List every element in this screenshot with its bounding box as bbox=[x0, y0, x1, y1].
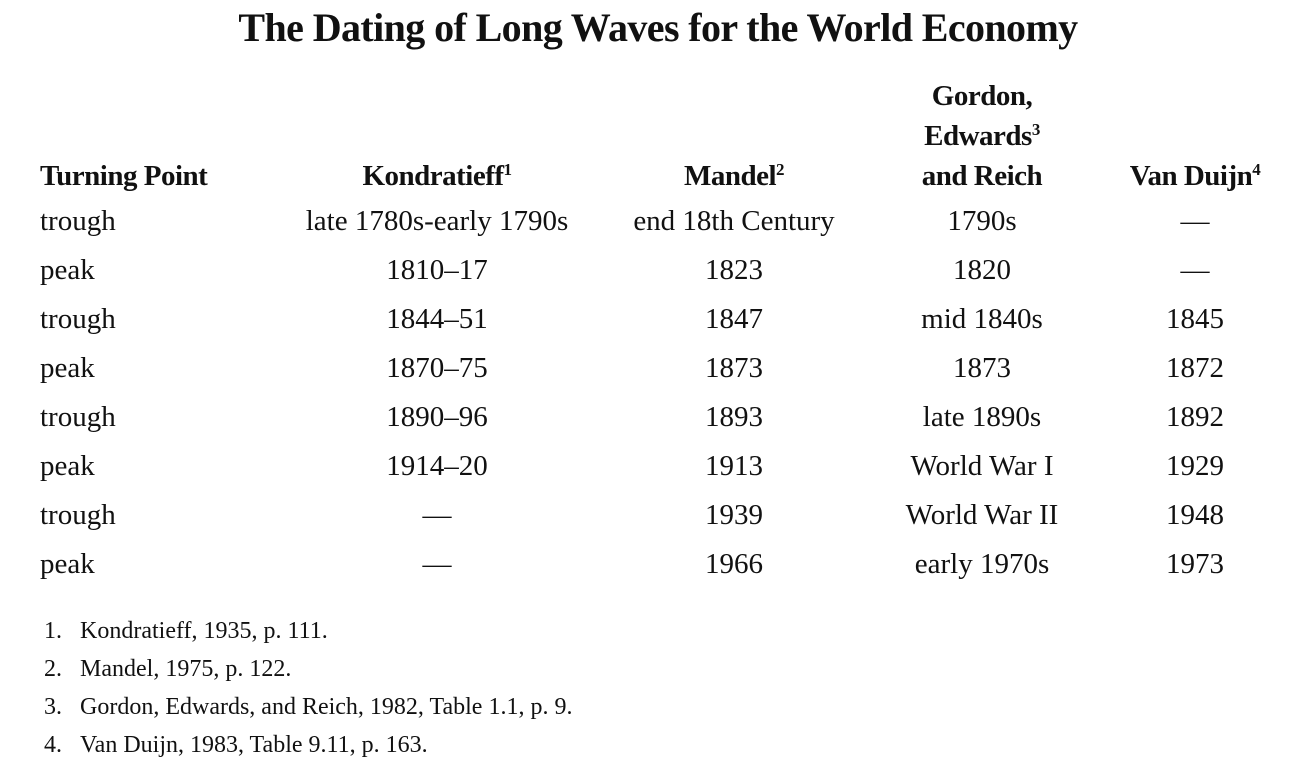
cell-turning-point: trough bbox=[40, 400, 116, 433]
header-mandel-label: Mandel bbox=[683, 160, 777, 192]
footnote-marker-4: 4 bbox=[1252, 160, 1261, 179]
cell-turning-point: trough bbox=[40, 498, 116, 531]
footnote-text: Kondratieff, 1935, p. 111. bbox=[80, 618, 328, 644]
cell-mandel: 1873 bbox=[705, 351, 763, 384]
header-row: Turning Point Kondratieff1 Mandel2 Gordo… bbox=[40, 76, 1276, 196]
header-kondratieff: Kondratieff1 bbox=[256, 76, 618, 196]
header-gordon-line2-label: Edwards bbox=[924, 120, 1032, 152]
table-row: peak 1870–75 1873 1873 1872 bbox=[40, 343, 1276, 392]
cell-van-duijn: — bbox=[1180, 204, 1210, 237]
table-row: trough 1844–51 1847 mid 1840s 1845 bbox=[40, 294, 1276, 343]
header-mandel: Mandel2 bbox=[618, 76, 850, 196]
header-van-duijn: Van Duijn4 bbox=[1114, 76, 1276, 196]
header-gordon-line2: Edwards3 bbox=[850, 116, 1114, 156]
cell-turning-point: peak bbox=[40, 253, 95, 286]
cell-kondratieff: 1870–75 bbox=[386, 351, 488, 384]
cell-kondratieff: 1844–51 bbox=[386, 302, 488, 335]
cell-van-duijn: 1948 bbox=[1166, 498, 1224, 531]
cell-van-duijn: 1872 bbox=[1166, 351, 1224, 384]
table-body: trough late 1780s-early 1790s end 18th C… bbox=[40, 196, 1276, 588]
cell-gordon: late 1890s bbox=[922, 400, 1042, 433]
cell-kondratieff: — bbox=[422, 547, 452, 580]
cell-kondratieff: 1810–17 bbox=[386, 253, 488, 286]
header-gordon-line3: and Reich bbox=[921, 160, 1043, 192]
table-header: Turning Point Kondratieff1 Mandel2 Gordo… bbox=[40, 76, 1276, 196]
cell-turning-point: peak bbox=[40, 351, 95, 384]
footnotes: 1. Kondratieff, 1935, p. 111. 2. Mandel, 1… bbox=[44, 612, 572, 764]
cell-mandel: 1847 bbox=[705, 302, 763, 335]
cell-gordon: early 1970s bbox=[914, 547, 1050, 580]
table-row: trough — 1939 World War II 1948 bbox=[40, 490, 1276, 539]
cell-turning-point: peak bbox=[40, 449, 95, 482]
cell-mandel: 1939 bbox=[705, 498, 763, 531]
header-turning-point: Turning Point bbox=[40, 160, 208, 192]
footnote-item: 2. Mandel, 1975, p. 122. bbox=[44, 650, 572, 688]
cell-kondratieff: 1914–20 bbox=[386, 449, 488, 482]
cell-van-duijn: 1892 bbox=[1166, 400, 1224, 433]
long-waves-table: Turning Point Kondratieff1 Mandel2 Gordo… bbox=[40, 76, 1276, 588]
footnote-marker-2: 2 bbox=[776, 160, 785, 179]
cell-turning-point: trough bbox=[40, 302, 116, 335]
footnote-item: 3. Gordon, Edwards, and Reich, 1982, Tabl… bbox=[44, 688, 572, 726]
table-row: trough late 1780s-early 1790s end 18th C… bbox=[40, 196, 1276, 245]
page-title: The Dating of Long Waves for the World E… bbox=[238, 5, 1078, 50]
cell-gordon: 1790s bbox=[947, 204, 1017, 237]
footnote-number: 3. bbox=[44, 694, 62, 720]
cell-mandel: 1913 bbox=[705, 449, 763, 482]
cell-gordon: 1873 bbox=[953, 351, 1011, 384]
cell-kondratieff: 1890–96 bbox=[386, 400, 488, 433]
cell-van-duijn: 1973 bbox=[1166, 547, 1224, 580]
header-gordon-edwards-reich: Gordon, Edwards3 and Reich bbox=[850, 76, 1114, 196]
footnote-item: 4. Van Duijn, 1983, Table 9.11, p. 163. bbox=[44, 726, 572, 764]
table-row: peak 1810–17 1823 1820 — bbox=[40, 245, 1276, 294]
footnote-marker-1: 1 bbox=[503, 160, 513, 179]
cell-mandel: 1966 bbox=[705, 547, 763, 580]
footnote-marker-3: 3 bbox=[1031, 120, 1041, 139]
cell-turning-point: trough bbox=[40, 204, 116, 237]
footnote-text: Mandel, 1975, p. 122. bbox=[80, 656, 292, 682]
footnote-item: 1. Kondratieff, 1935, p. 111. bbox=[44, 612, 572, 650]
cell-van-duijn: — bbox=[1180, 253, 1210, 286]
cell-van-duijn: 1929 bbox=[1166, 449, 1224, 482]
footnote-number: 1. bbox=[44, 618, 62, 644]
cell-kondratieff: late 1780s-early 1790s bbox=[305, 204, 569, 237]
footnote-number: 2. bbox=[44, 656, 62, 682]
cell-gordon: World War II bbox=[905, 498, 1059, 531]
cell-gordon: mid 1840s bbox=[921, 302, 1043, 335]
cell-mandel: end 18th Century bbox=[633, 204, 835, 237]
table-row: trough 1890–96 1893 late 1890s 1892 bbox=[40, 392, 1276, 441]
cell-gordon: 1820 bbox=[953, 253, 1011, 286]
header-van-duijn-label: Van Duijn bbox=[1129, 160, 1253, 192]
cell-kondratieff: — bbox=[422, 498, 452, 531]
footnote-text: Gordon, Edwards, and Reich, 1982, Table … bbox=[80, 694, 573, 720]
cell-mandel: 1893 bbox=[705, 400, 763, 433]
table-row: peak — 1966 early 1970s 1973 bbox=[40, 539, 1276, 588]
footnote-number: 4. bbox=[44, 732, 62, 758]
footnote-text: Van Duijn, 1983, Table 9.11, p. 163. bbox=[80, 732, 428, 758]
header-gordon-line1: Gordon, bbox=[931, 80, 1033, 112]
cell-turning-point: peak bbox=[40, 547, 95, 580]
cell-gordon: World War I bbox=[910, 449, 1054, 482]
cell-van-duijn: 1845 bbox=[1166, 302, 1224, 335]
table-row: peak 1914–20 1913 World War I 1929 bbox=[40, 441, 1276, 490]
cell-mandel: 1823 bbox=[705, 253, 763, 286]
header-kondratieff-label: Kondratieff bbox=[362, 160, 504, 192]
